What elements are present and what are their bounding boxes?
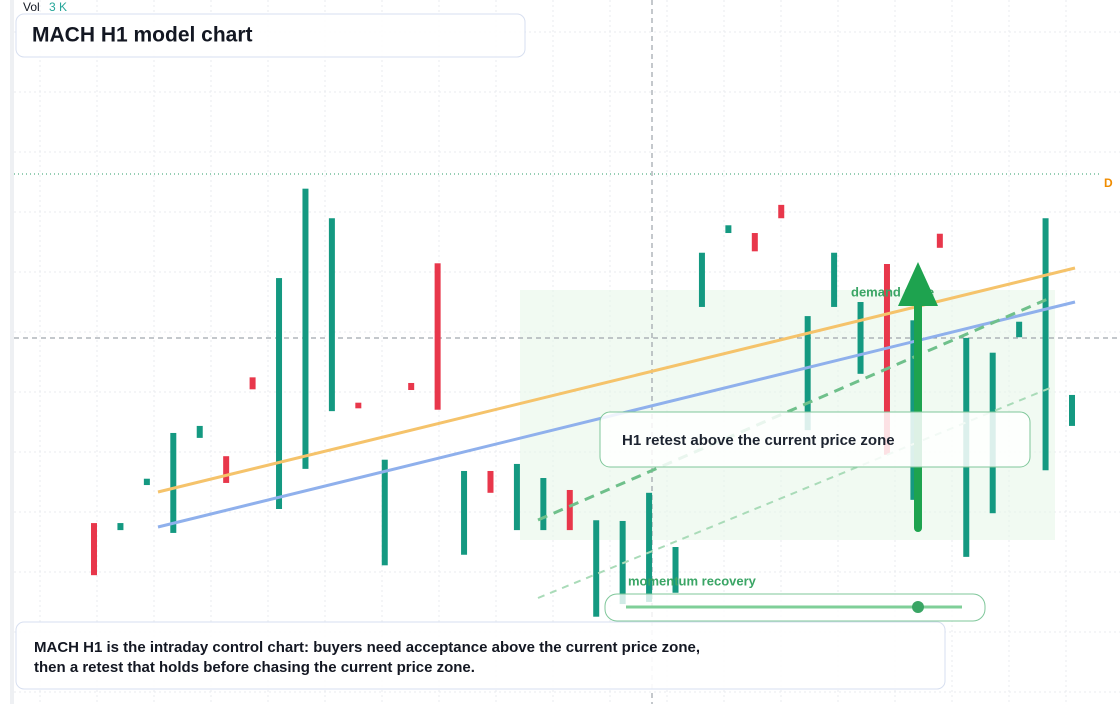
candle-body — [672, 547, 679, 593]
callout-box — [599, 411, 1031, 468]
candle-body — [170, 432, 177, 533]
candle-body — [408, 382, 415, 391]
description-line: MACH H1 is the intraday control chart: b… — [34, 639, 700, 656]
description-box — [15, 621, 946, 690]
callout-text: H1 retest above the current price zone — [622, 432, 895, 449]
candle-body — [328, 218, 335, 412]
candle-body — [487, 470, 494, 493]
candle-body — [117, 523, 124, 531]
candle-body — [936, 233, 943, 248]
arrow-head — [898, 262, 938, 306]
candle-body — [276, 278, 283, 509]
candle-body — [725, 225, 732, 234]
candle-body — [513, 463, 520, 531]
momentum-label: momentum recovery — [628, 573, 757, 588]
candle-body — [223, 456, 230, 483]
candle-body — [1069, 394, 1075, 426]
candle-body — [381, 459, 388, 566]
candle-body — [883, 264, 890, 455]
candle-body — [646, 492, 653, 602]
candle-body — [1042, 218, 1049, 471]
candle-body — [831, 252, 838, 307]
candle-body — [857, 302, 864, 374]
candle-body — [778, 204, 785, 219]
right-badge: D — [1104, 176, 1113, 190]
chart-title: MACH H1 model chart — [32, 24, 253, 47]
candle-body — [91, 523, 97, 576]
candle-body — [566, 489, 573, 531]
candle-body — [1016, 321, 1023, 338]
candle-body — [196, 425, 203, 438]
momentum-knob — [912, 601, 924, 613]
volume-value: 3 K — [49, 0, 67, 14]
candle-body — [302, 188, 309, 469]
candle-body — [143, 478, 150, 486]
candle-body — [910, 320, 917, 500]
title-box — [15, 13, 526, 58]
candle-body — [355, 402, 362, 409]
candle-body — [593, 520, 600, 617]
left-edge — [10, 0, 14, 704]
candle-body — [461, 470, 468, 555]
candle-body — [540, 478, 547, 531]
badge-bg — [1098, 174, 1120, 192]
volume-label: Vol — [23, 0, 40, 14]
candle-body — [249, 377, 256, 390]
trend-line — [537, 296, 1051, 522]
candle-body — [698, 252, 705, 307]
description-line: then a retest that holds before chasing … — [34, 659, 475, 676]
candle-body — [434, 263, 441, 410]
candle-body — [804, 316, 811, 431]
candle-body — [751, 233, 758, 252]
